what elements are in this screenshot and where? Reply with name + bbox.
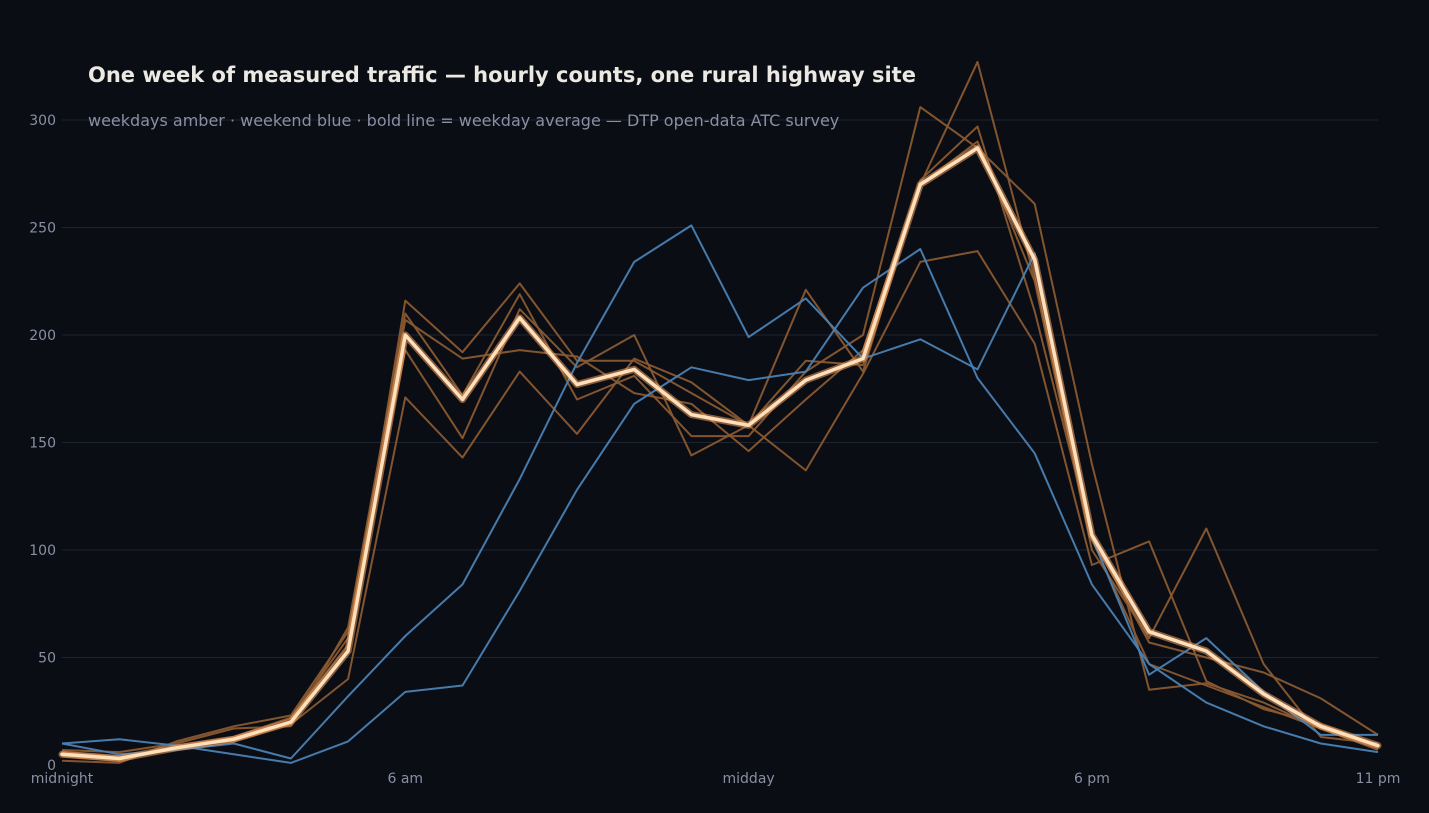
chart-subtitle: weekdays amber · weekend blue · bold lin… <box>88 111 839 130</box>
chart-title: One week of measured traffic — hourly co… <box>88 63 916 87</box>
weekday-average-line <box>60 146 1380 761</box>
y-tick-label: 50 <box>38 651 56 667</box>
gridlines <box>62 119 1378 658</box>
y-tick-label: 300 <box>29 113 56 129</box>
y-tick-label: 200 <box>29 328 56 344</box>
weekend-line-2 <box>61 224 1378 760</box>
y-tick-label: 150 <box>29 436 56 452</box>
axis-ticks: 0 50 100 150 200 250 300 midnight 6 am midday 6 pm… <box>29 113 1400 787</box>
x-tick-label: midday <box>723 771 775 787</box>
series-lines <box>58 60 1382 764</box>
weekday-line-5 <box>61 125 1379 764</box>
x-tick-label: 6 am <box>388 771 424 787</box>
y-tick-label: 250 <box>29 221 56 237</box>
x-tick-label: 6 pm <box>1074 771 1110 787</box>
x-tick-label: midnight <box>31 771 94 787</box>
x-tick-label: 11 pm <box>1356 771 1401 787</box>
y-tick-label: 0 <box>47 758 56 774</box>
y-tick-label: 100 <box>29 543 56 559</box>
weekend-line-1 <box>61 248 1379 764</box>
